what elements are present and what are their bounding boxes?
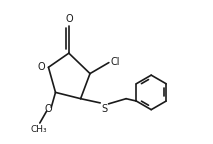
Text: CH₃: CH₃ — [31, 125, 47, 134]
Text: Cl: Cl — [110, 57, 120, 67]
Text: O: O — [45, 104, 52, 114]
Text: O: O — [65, 14, 73, 24]
Text: S: S — [101, 104, 107, 114]
Text: O: O — [37, 62, 45, 72]
